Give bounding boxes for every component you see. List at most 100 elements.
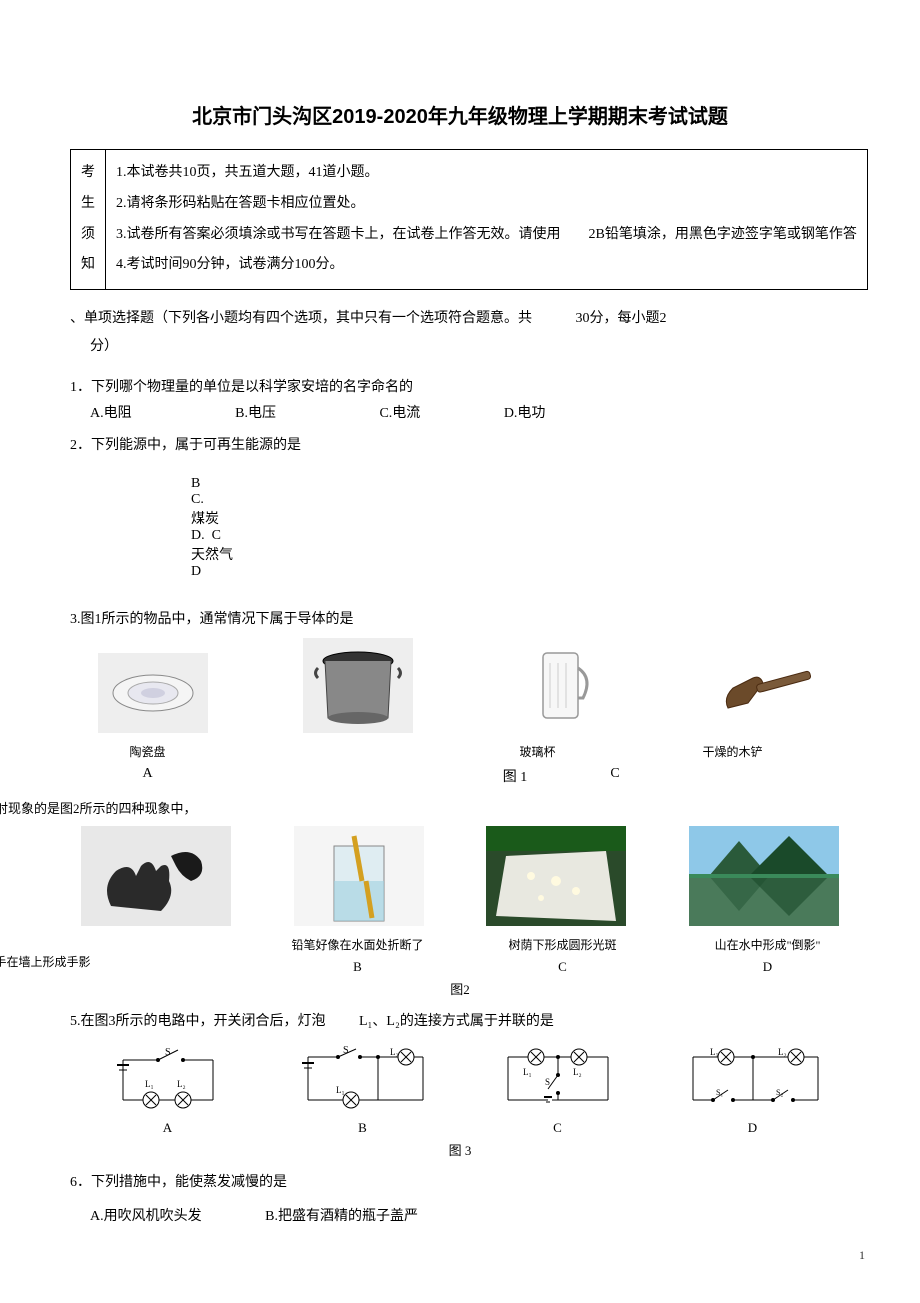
q6-options: A.用吹风机吹头发 B.把盛有酒精的瓶子盖严 [90, 1205, 870, 1225]
q3-letter-c: C [590, 766, 640, 786]
q5-letter-c: C [483, 1120, 633, 1136]
pencil-refraction-icon [294, 826, 424, 926]
question-2: 2．下列能源中，属于可再生能源的是 石风能 B C. 煤炭 D. C 天然气 D [50, 434, 870, 596]
svg-text:S: S [545, 1077, 550, 1087]
section-tail: 分） [90, 333, 870, 361]
circuit-a-icon: S L₁ L₂ [93, 1045, 243, 1115]
hand-shadow-icon [81, 826, 231, 926]
q4-caption: 图2 [50, 979, 870, 998]
svg-text:S: S [343, 1045, 349, 1056]
q5-circuits: S L₁ L₂ S L₂ L₁ L₁ [70, 1045, 850, 1115]
question-6: 6．下列措施中，能使蒸发减慢的是 A.用吹风机吹头发 B.把盛有酒精的瓶子盖严 [50, 1171, 870, 1225]
q2-stem: 2．下列能源中，属于可再生能源的是 [70, 434, 870, 454]
svg-text:L₂: L₂ [778, 1047, 787, 1057]
q5-letter-b: B [288, 1120, 438, 1136]
svg-text:L₂: L₂ [177, 1079, 186, 1089]
wood-spatula-icon [713, 653, 823, 733]
q2-opt-c: C. [191, 492, 231, 508]
q4-item-2 [294, 826, 424, 932]
q3-letter-row: B A 图 1 C [50, 766, 870, 786]
section-header: 、单项选择题（下列各小题均有四个选项，其中只有一个选项符合题意。共 30分，每小… [70, 305, 870, 361]
q1-opt-b: B.电压 [235, 402, 276, 422]
q1-opt-d: D.电功 [504, 402, 546, 422]
q4-item-1 [81, 826, 231, 932]
q4-labels: 手在墙上形成手影 铅笔好像在水面处折断了 树荫下形成圆形光斑 山在水中形成"倒影… [50, 936, 870, 953]
q4-letters: A B C D [50, 959, 870, 975]
q2-opt-b: B [191, 476, 341, 492]
porcelain-plate-icon [98, 653, 208, 733]
svg-text:L₁: L₁ [336, 1085, 345, 1095]
q5-letter-a: A [93, 1120, 243, 1136]
question-5: 5.在图3所示的电路中，开关闭合后，灯泡 L₁、L₂的连接方式属于并联的是 S … [50, 1010, 870, 1159]
q4-letter-4: D [693, 959, 843, 975]
q5-stem-b: L₁、L₂的连接方式属于并联的是 [359, 1014, 554, 1029]
notice-line-3: 3.试卷所有答案必须填涂或书写在答题卡上，在试卷上作答无效。请使用 2B铅笔填涂… [116, 220, 857, 251]
q2-opt-d2: D [191, 564, 201, 580]
q3-item-1 [98, 653, 208, 739]
q5-letter-d: D [678, 1120, 828, 1136]
light-spots-icon [486, 826, 626, 926]
q4-label-2: 铅笔好像在水面处折断了 [283, 936, 433, 953]
q3-letter-1: A [50, 766, 245, 786]
q2-opt-d1: D. C [191, 528, 251, 544]
q1-opt-c: C.电流 [379, 402, 420, 422]
svg-text:L₂: L₂ [573, 1067, 582, 1077]
q3-item-2 [303, 638, 413, 739]
question-4: 属于光的反射现象的是图2所示的四种现象中， [50, 798, 870, 998]
q2-gas: 天然气 [191, 544, 281, 564]
question-3: 3.图1所示的物品中，通常情况下属于导体的是 [50, 608, 870, 786]
svg-text:S₂: S₂ [776, 1088, 783, 1097]
q4-lead: 属于光的反射现象的是图2所示的四种现象中， [0, 798, 197, 817]
svg-text:S₁: S₁ [716, 1088, 723, 1097]
q2-options: B C. 煤炭 D. C 天然气 D [170, 460, 870, 596]
mountain-reflection-icon [689, 826, 839, 926]
svg-text:L₁: L₁ [710, 1047, 719, 1057]
circuit-b-icon: S L₂ L₁ [288, 1045, 438, 1115]
q1-options: A.电阻 B.电压 C.电流 D.电功 [90, 402, 870, 422]
q3-label-4: 干燥的木铲 [635, 743, 830, 760]
q2-coal: 煤炭 [191, 508, 251, 528]
q6-stem: 6．下列措施中，能使蒸发减慢的是 [70, 1171, 870, 1191]
q4-label-3: 树荫下形成圆形光斑 [488, 936, 638, 953]
q5-stem: 5.在图3所示的电路中，开关闭合后，灯泡 L₁、L₂的连接方式属于并联的是 [70, 1010, 870, 1030]
section-points: 30分，每小题2 [576, 311, 667, 326]
q5-caption: 图 3 [50, 1140, 870, 1159]
q5-stem-a: 5.在图3所示的电路中，开关闭合后，灯泡 [70, 1014, 326, 1029]
q3-stem: 3.图1所示的物品中，通常情况下属于导体的是 [70, 608, 870, 628]
steel-pot-icon [303, 638, 413, 733]
glass-cup-icon [508, 638, 618, 733]
notice-line-2: 2.请将条形码粘贴在答题卡相应位置处。 [116, 189, 857, 220]
circuit-d-icon: L₁ L₂ S₁ S₂ [678, 1045, 828, 1115]
notice-line-4: 4.考试时间90分钟，试卷满分100分。 [116, 250, 857, 281]
q6-opt-b: B.把盛有酒精的瓶子盖严 [265, 1205, 418, 1225]
q3-label-3: 玻璃杯 [440, 743, 635, 760]
q4-item-4 [689, 826, 839, 932]
notice-left-label: 考生须知 [71, 150, 106, 290]
svg-text:L₂: L₂ [390, 1047, 399, 1057]
question-1: 1．下列哪个物理量的单位是以科学家安培的名字命名的 A.电阻 B.电压 C.电流… [50, 376, 870, 422]
q3-item-4 [713, 653, 823, 739]
svg-text:L₁: L₁ [523, 1067, 532, 1077]
circuit-c-icon: L₁ L₂ S [483, 1045, 633, 1115]
section-lead: 、单项选择题（下列各小题均有四个选项，其中只有一个选项符合题意。共 [70, 311, 532, 326]
notice-line-1: 1.本试卷共10页，共五道大题，41道小题。 [116, 158, 857, 189]
q3-figures [50, 638, 870, 739]
page-number: 1 [859, 1248, 865, 1263]
svg-text:L₁: L₁ [145, 1079, 154, 1089]
q4-figures [50, 826, 870, 932]
q3-item-3 [508, 638, 618, 739]
q1-stem: 1．下列哪个物理量的单位是以科学家安培的名字命名的 [70, 376, 870, 396]
q4-letter-2: B [283, 959, 433, 975]
svg-text:S: S [165, 1047, 171, 1058]
notice-table: 考生须知 1.本试卷共10页，共五道大题，41道小题。 2.请将条形码粘贴在答题… [70, 149, 868, 290]
exam-title: 北京市门头沟区2019-2020年九年级物理上学期期末考试试题 [50, 100, 870, 129]
q6-opt-a: A.用吹风机吹头发 [90, 1205, 202, 1225]
notice-body: 1.本试卷共10页，共五道大题，41道小题。 2.请将条形码粘贴在答题卡相应位置… [106, 150, 868, 290]
q3-label-1: 陶瓷盘 [50, 743, 245, 760]
q4-letter-3: C [488, 959, 638, 975]
q1-opt-a: A.电阻 [90, 402, 132, 422]
q3-label-row: 不锈钢锅 陶瓷盘 玻璃杯 干燥的木铲 [50, 743, 870, 760]
q3-caption-inline: 图 1 [440, 766, 590, 786]
q5-letters: A B C D [70, 1120, 850, 1136]
q4-item-3 [486, 826, 626, 932]
